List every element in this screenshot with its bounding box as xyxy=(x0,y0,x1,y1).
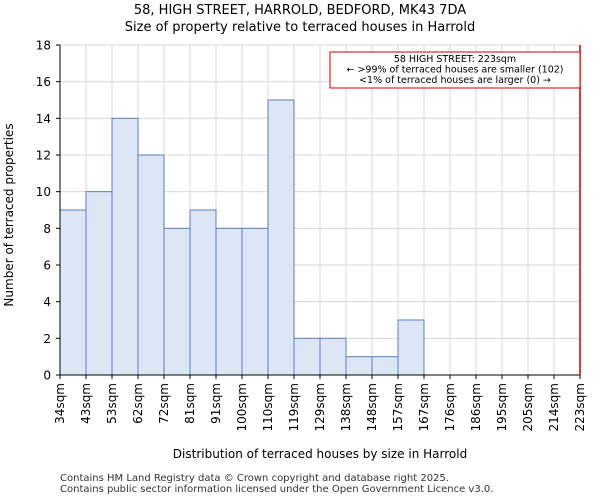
bar xyxy=(267,99,295,376)
chart-title: 58, HIGH STREET, HARROLD, BEDFORD, MK43 … xyxy=(133,3,467,18)
x-tick-label: 186sqm xyxy=(469,383,483,431)
x-tick-label: 148sqm xyxy=(365,383,379,431)
bar xyxy=(241,227,269,376)
bar xyxy=(215,227,243,376)
bar xyxy=(189,209,217,376)
x-tick-label: 91sqm xyxy=(209,383,223,424)
x-tick-label: 176sqm xyxy=(443,383,457,431)
y-axis-ticks: 0 2 4 6 8 10 12 14 16 18 xyxy=(36,39,60,383)
y-tick-label: 10 xyxy=(36,185,51,199)
y-axis-label: Number of terraced properties xyxy=(2,123,16,306)
x-tick-label: 157sqm xyxy=(391,383,405,431)
x-tick-label: 81sqm xyxy=(183,383,197,424)
bar xyxy=(111,117,139,376)
annotation-line-2: ← >99% of terraced houses are smaller (1… xyxy=(346,65,563,76)
annotation-line-3: <1% of terraced houses are larger (0) → xyxy=(359,75,551,86)
x-tick-label: 129sqm xyxy=(313,383,327,431)
x-tick-label: 72sqm xyxy=(157,383,171,424)
x-tick-label: 205sqm xyxy=(521,383,535,431)
y-tick-label: 16 xyxy=(36,75,51,89)
x-axis-label: Distribution of terraced houses by size … xyxy=(173,447,467,461)
x-tick-label: 62sqm xyxy=(131,383,145,424)
bars xyxy=(59,99,425,376)
bar xyxy=(163,227,191,376)
footer-line-1: Contains HM Land Registry data © Crown c… xyxy=(60,473,449,484)
bar xyxy=(59,209,87,376)
x-tick-label: 100sqm xyxy=(235,383,249,431)
x-tick-label: 119sqm xyxy=(287,383,301,431)
annotation-box xyxy=(329,51,581,89)
y-tick-label: 4 xyxy=(43,295,51,309)
bar xyxy=(293,337,321,376)
x-tick-label: 167sqm xyxy=(417,383,431,431)
bar xyxy=(345,356,373,376)
footer-line-2: Contains public sector information licen… xyxy=(60,484,494,495)
bar xyxy=(85,191,113,376)
x-tick-label: 34sqm xyxy=(53,383,67,424)
marker-group: 58 HIGH STREET: 223sqm← >99% of terraced… xyxy=(329,45,581,375)
y-tick-label: 8 xyxy=(43,222,51,236)
x-tick-label: 223sqm xyxy=(573,383,587,431)
y-tick-label: 0 xyxy=(43,369,51,383)
x-tick-label: 195sqm xyxy=(495,383,509,431)
x-tick-label: 110sqm xyxy=(261,383,275,431)
x-tick-label: 214sqm xyxy=(547,383,561,431)
annotation-line-1: 58 HIGH STREET: 223sqm xyxy=(394,54,516,65)
y-tick-label: 14 xyxy=(36,112,51,126)
x-tick-label: 138sqm xyxy=(339,383,353,431)
bar xyxy=(371,356,399,376)
x-tick-label: 43sqm xyxy=(79,383,93,424)
x-axis-ticks: 34sqm 43sqm 53sqm 62sqm 72sqm 81sqm 91sqm 100sq… xyxy=(53,375,587,431)
y-tick-label: 6 xyxy=(43,259,51,273)
bar xyxy=(397,319,425,376)
bar xyxy=(319,337,347,376)
chart-subtitle: Size of property relative to terraced ho… xyxy=(124,20,476,35)
y-tick-label: 2 xyxy=(43,332,51,346)
x-tick-label: 53sqm xyxy=(105,383,119,424)
y-tick-label: 12 xyxy=(36,149,51,163)
y-tick-label: 18 xyxy=(36,39,51,53)
bar xyxy=(137,154,165,376)
